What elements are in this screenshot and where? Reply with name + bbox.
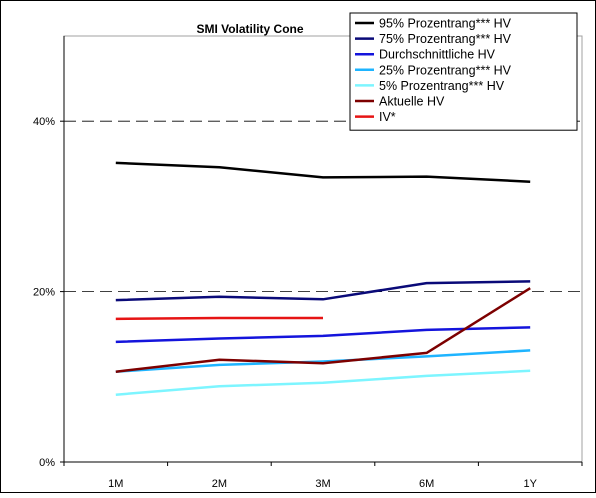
- legend-box: [349, 12, 578, 131]
- series-line-2: [115, 326, 531, 344]
- grid-lines: [64, 120, 582, 293]
- series-lines: [115, 161, 531, 396]
- legend-label: Durchschnittliche HV: [379, 48, 496, 62]
- legend-label: 75% Prozentrang*** HV: [379, 32, 512, 46]
- series-line-4: [115, 369, 531, 396]
- x-tick-label: 6M: [419, 478, 434, 490]
- legend-label: 25% Prozentrang*** HV: [379, 63, 512, 77]
- legend-label: 5% Prozentrang*** HV: [379, 79, 505, 93]
- series-line-0: [115, 161, 531, 183]
- x-tick-label: 3M: [315, 478, 330, 490]
- x-tick-label: 2M: [212, 478, 227, 490]
- series-line-5: [115, 287, 531, 373]
- series-line-6: [115, 316, 323, 321]
- legend-label: IV*: [379, 110, 396, 124]
- legend-label: Aktuelle HV: [379, 95, 445, 109]
- series-line-1: [115, 280, 531, 302]
- chart-title: SMI Volatility Cone: [196, 22, 303, 36]
- y-tick-label: 0%: [39, 457, 55, 469]
- y-tick-label: 40%: [33, 116, 55, 128]
- x-tick-label: 1M: [108, 478, 123, 490]
- legend-label: 95% Prozentrang*** HV: [379, 17, 512, 31]
- x-tick-label: 1Y: [523, 478, 537, 490]
- axes: 0% 20% 40% 1M 2M 3M 6M 1Y: [33, 36, 583, 490]
- series-line-3: [115, 349, 531, 373]
- y-tick-label: 20%: [33, 287, 55, 299]
